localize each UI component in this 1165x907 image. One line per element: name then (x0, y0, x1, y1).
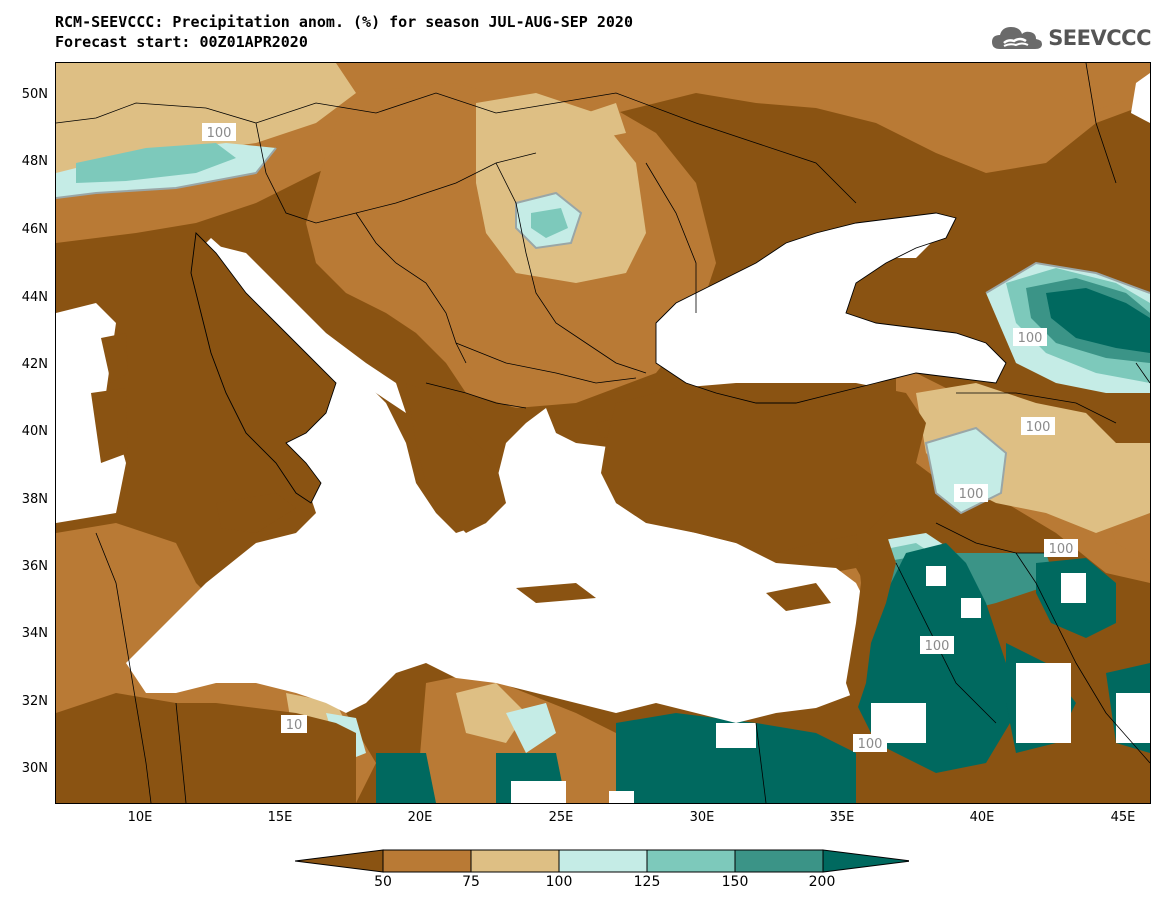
lon-label: 25E (548, 810, 574, 825)
contour-label: 100 (1021, 417, 1055, 435)
country-borders (56, 63, 1150, 803)
contour-label: 100 (853, 734, 887, 752)
lat-label: 46N (21, 222, 48, 237)
lat-label: 38N (21, 492, 48, 507)
title-line-1: RCM-SEEVCCC: Precipitation anom. (%) for… (55, 13, 633, 31)
colorbar-swatch (382, 849, 472, 873)
contour-label-text: 10 (286, 718, 303, 733)
contour-label: 100 (920, 636, 954, 654)
lon-label: 10E (127, 810, 153, 825)
italy-peninsula (191, 233, 336, 503)
colorbar-swatch (470, 849, 560, 873)
azov-sea (876, 223, 936, 258)
lat-label: 36N (21, 559, 48, 574)
contour-label: 100 (1044, 539, 1078, 557)
lat-label: 30N (21, 761, 48, 776)
contour-label-text: 100 (858, 737, 883, 752)
colorbar-swatch (646, 849, 736, 873)
greece-balkans-coast (406, 383, 506, 533)
lat-label: 32N (21, 694, 48, 709)
contour-label-text: 100 (1018, 331, 1043, 346)
turkey-anatolia (601, 383, 926, 553)
lat-label: 40N (21, 424, 48, 439)
colorbar-swatch (822, 849, 912, 873)
colorbar-svg (294, 849, 912, 873)
contour-label-text: 100 (1049, 542, 1074, 557)
lon-label: 45E (1110, 810, 1136, 825)
lat-label: 48N (21, 154, 48, 169)
colorbar-swatches (294, 849, 912, 873)
contour-label-text: 100 (207, 126, 232, 141)
lon-label: 30E (689, 810, 715, 825)
lat-label: 34N (21, 626, 48, 641)
coastlines (190, 212, 1007, 504)
contour-labels: 100 100 100 100 100 100 100 10 (202, 123, 1078, 752)
adriatic-sea (206, 243, 406, 413)
colorbar-label: 100 (545, 874, 573, 890)
seevccc-logo: SEEVCCC (990, 18, 1151, 58)
contour-label-text: 100 (1026, 420, 1051, 435)
colorbar-swatch (294, 849, 384, 873)
black-sea (656, 213, 1006, 403)
lon-label: 20E (407, 810, 433, 825)
lon-label: 40E (969, 810, 995, 825)
contour-label: 100 (954, 484, 988, 502)
precipitation-anomaly-map: 100 100 100 100 100 100 100 10 (56, 63, 1150, 803)
title-line-2: Forecast start: 00Z01APR2020 (55, 33, 308, 51)
caspian-edge (1131, 73, 1150, 123)
colorbar-swatch (558, 849, 648, 873)
lon-label: 35E (829, 810, 855, 825)
lon-label: 15E (267, 810, 293, 825)
contour-label: 10 (281, 715, 307, 733)
map-area: 100 100 100 100 100 100 100 10 (55, 62, 1151, 804)
contour-lines (56, 147, 1150, 515)
lat-label: 44N (21, 290, 48, 305)
cloud-logo-icon (992, 27, 1043, 49)
chart-title: RCM-SEEVCCC: Precipitation anom. (%) for… (55, 12, 633, 52)
colorbar-label: 125 (633, 874, 661, 890)
colorbar-label: 50 (374, 874, 392, 890)
contour-label: 100 (202, 123, 236, 141)
colorbar-label: 75 (462, 874, 480, 890)
contour-label-text: 100 (925, 639, 950, 654)
colorbar-swatch (734, 849, 824, 873)
lat-label: 42N (21, 357, 48, 372)
colorbar-label: 200 (808, 874, 836, 890)
colorbar (294, 849, 912, 877)
contour-label: 100 (1013, 328, 1047, 346)
islands (91, 333, 831, 611)
lat-label: 50N (21, 87, 48, 102)
logo-text: SEEVCCC (1048, 26, 1151, 50)
contour-label-text: 100 (959, 487, 984, 502)
colorbar-label: 150 (721, 874, 749, 890)
levant-coast (846, 533, 896, 713)
